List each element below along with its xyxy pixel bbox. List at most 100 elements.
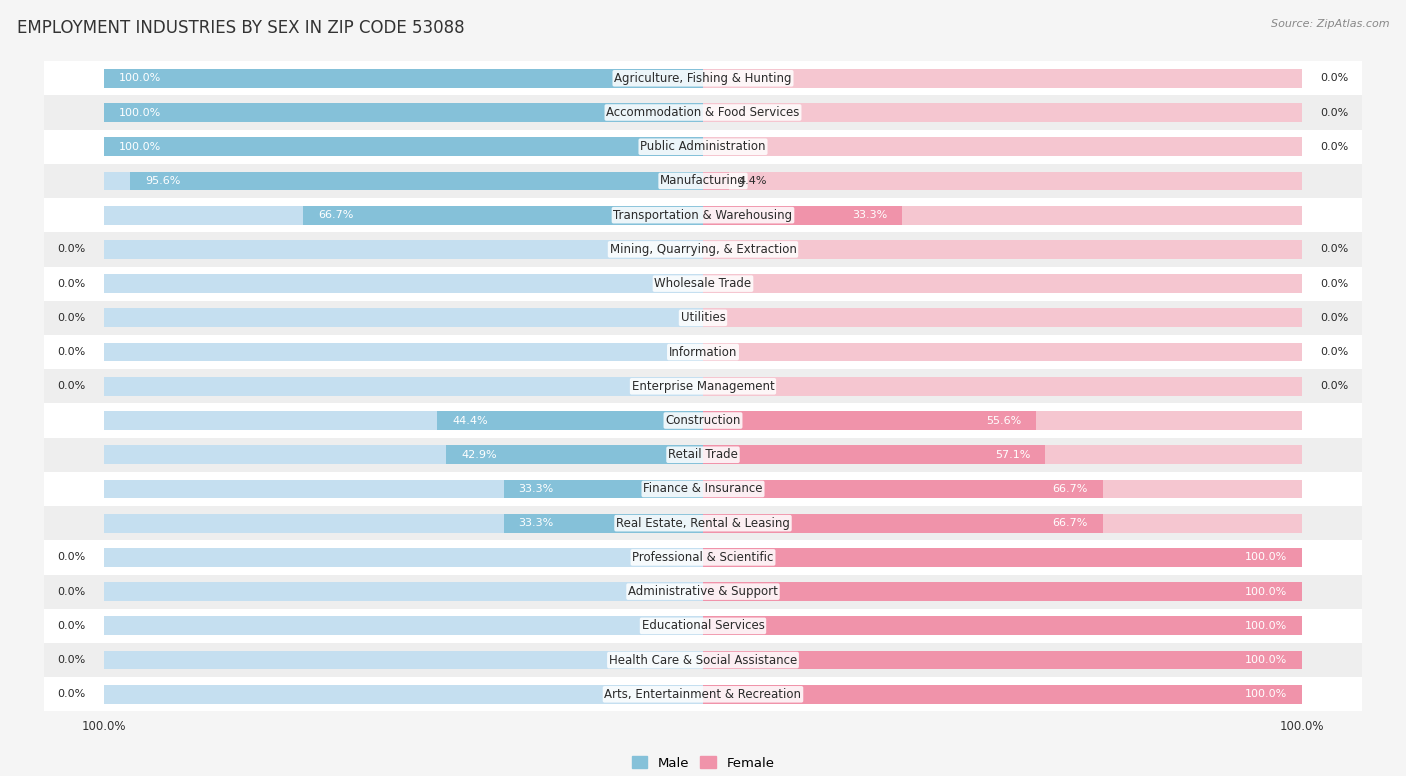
- Bar: [44, 266, 1362, 301]
- Bar: [44, 335, 1362, 369]
- Bar: [703, 685, 1302, 704]
- Bar: [44, 61, 1362, 95]
- Text: 66.7%: 66.7%: [1052, 484, 1088, 494]
- Bar: [44, 404, 1362, 438]
- Text: 33.3%: 33.3%: [519, 484, 554, 494]
- Bar: [437, 411, 703, 430]
- Bar: [104, 514, 703, 532]
- Bar: [44, 95, 1362, 130]
- Text: Manufacturing: Manufacturing: [661, 175, 745, 188]
- Bar: [104, 377, 703, 396]
- Bar: [703, 514, 1102, 532]
- Bar: [703, 650, 1302, 670]
- Text: Construction: Construction: [665, 414, 741, 427]
- Text: 100.0%: 100.0%: [120, 108, 162, 117]
- Bar: [104, 616, 703, 636]
- Bar: [703, 411, 1302, 430]
- Text: 66.7%: 66.7%: [318, 210, 354, 220]
- Bar: [44, 369, 1362, 404]
- Text: Information: Information: [669, 345, 737, 359]
- Bar: [703, 411, 1036, 430]
- Bar: [703, 582, 1302, 601]
- Text: 95.6%: 95.6%: [145, 176, 180, 186]
- Bar: [703, 137, 1302, 156]
- Text: 0.0%: 0.0%: [58, 279, 86, 289]
- Text: Retail Trade: Retail Trade: [668, 449, 738, 461]
- Bar: [703, 206, 903, 224]
- Legend: Male, Female: Male, Female: [626, 751, 780, 775]
- Text: 0.0%: 0.0%: [58, 689, 86, 699]
- Text: 0.0%: 0.0%: [1320, 347, 1348, 357]
- Bar: [703, 582, 1302, 601]
- Text: Wholesale Trade: Wholesale Trade: [654, 277, 752, 290]
- Bar: [104, 308, 703, 327]
- Bar: [44, 301, 1362, 335]
- Bar: [44, 438, 1362, 472]
- Text: Mining, Quarrying, & Extraction: Mining, Quarrying, & Extraction: [610, 243, 796, 256]
- Bar: [703, 685, 1302, 704]
- Text: 0.0%: 0.0%: [58, 313, 86, 323]
- Text: Enterprise Management: Enterprise Management: [631, 379, 775, 393]
- Bar: [44, 643, 1362, 677]
- Text: Administrative & Support: Administrative & Support: [628, 585, 778, 598]
- Bar: [131, 171, 703, 190]
- Bar: [44, 506, 1362, 540]
- Bar: [703, 445, 1045, 464]
- Bar: [44, 232, 1362, 266]
- Text: 0.0%: 0.0%: [58, 621, 86, 631]
- Text: 33.3%: 33.3%: [852, 210, 887, 220]
- Text: 0.0%: 0.0%: [1320, 73, 1348, 83]
- Bar: [44, 198, 1362, 232]
- Bar: [104, 343, 703, 362]
- Bar: [703, 616, 1302, 636]
- Text: 0.0%: 0.0%: [1320, 108, 1348, 117]
- Text: Health Care & Social Assistance: Health Care & Social Assistance: [609, 653, 797, 667]
- Bar: [703, 514, 1302, 532]
- Bar: [703, 616, 1302, 636]
- Text: 0.0%: 0.0%: [1320, 313, 1348, 323]
- Bar: [104, 685, 703, 704]
- Text: 100.0%: 100.0%: [120, 73, 162, 83]
- Bar: [44, 164, 1362, 198]
- Text: 0.0%: 0.0%: [58, 553, 86, 563]
- Text: Accommodation & Food Services: Accommodation & Food Services: [606, 106, 800, 119]
- Bar: [703, 103, 1302, 122]
- Text: 0.0%: 0.0%: [1320, 244, 1348, 255]
- Bar: [703, 480, 1302, 498]
- Bar: [703, 445, 1302, 464]
- Bar: [104, 445, 703, 464]
- Text: 66.7%: 66.7%: [1052, 518, 1088, 528]
- Bar: [104, 137, 703, 156]
- Bar: [703, 206, 1302, 224]
- Bar: [703, 377, 1302, 396]
- Bar: [104, 240, 703, 259]
- Bar: [104, 103, 703, 122]
- Bar: [104, 206, 703, 224]
- Bar: [503, 514, 703, 532]
- Text: Educational Services: Educational Services: [641, 619, 765, 632]
- Text: 100.0%: 100.0%: [120, 142, 162, 152]
- Text: 100.0%: 100.0%: [1244, 689, 1286, 699]
- Text: 0.0%: 0.0%: [1320, 142, 1348, 152]
- Bar: [446, 445, 703, 464]
- Text: 33.3%: 33.3%: [519, 518, 554, 528]
- Text: Professional & Scientific: Professional & Scientific: [633, 551, 773, 564]
- Text: 100.0%: 100.0%: [1244, 587, 1286, 597]
- Bar: [104, 103, 703, 122]
- Bar: [703, 274, 1302, 293]
- Bar: [503, 480, 703, 498]
- Text: Agriculture, Fishing & Hunting: Agriculture, Fishing & Hunting: [614, 71, 792, 85]
- Text: 55.6%: 55.6%: [986, 415, 1021, 425]
- Text: Arts, Entertainment & Recreation: Arts, Entertainment & Recreation: [605, 688, 801, 701]
- Bar: [703, 308, 1302, 327]
- Bar: [703, 548, 1302, 566]
- Text: 100.0%: 100.0%: [82, 720, 127, 733]
- Text: EMPLOYMENT INDUSTRIES BY SEX IN ZIP CODE 53088: EMPLOYMENT INDUSTRIES BY SEX IN ZIP CODE…: [17, 19, 464, 37]
- Bar: [44, 540, 1362, 574]
- Text: 44.4%: 44.4%: [451, 415, 488, 425]
- Bar: [703, 480, 1102, 498]
- Bar: [44, 677, 1362, 712]
- Text: 100.0%: 100.0%: [1244, 621, 1286, 631]
- Bar: [703, 548, 1302, 566]
- Bar: [44, 574, 1362, 608]
